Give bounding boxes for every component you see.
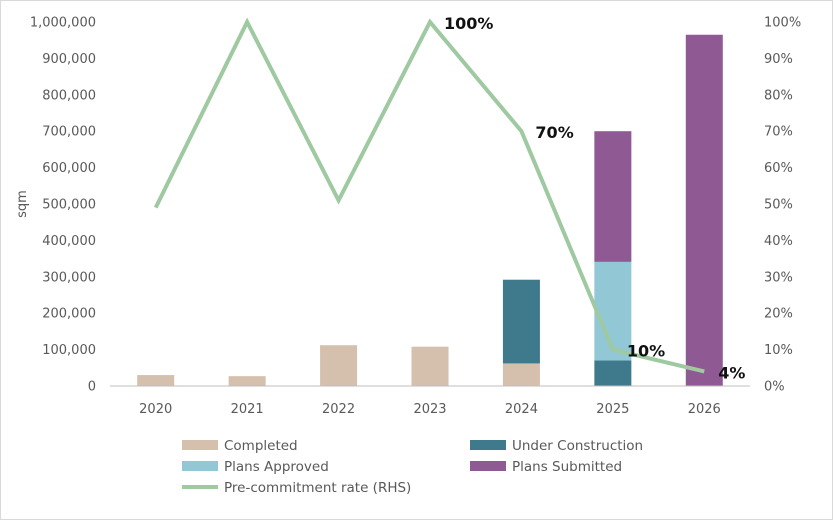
bar-segment (411, 346, 449, 386)
y-tick-label-left: 600,000 (42, 161, 96, 176)
y-tick-label-left: 700,000 (42, 125, 96, 140)
x-tick-label: 2022 (322, 402, 355, 417)
legend-swatch (470, 461, 506, 471)
y-tick-label-right: 40% (764, 234, 793, 249)
y-tick-label-left: 300,000 (42, 270, 96, 285)
data-label: 100% (444, 14, 493, 33)
data-label: 4% (718, 363, 745, 382)
y-axis-title: sqm (15, 190, 30, 218)
y-tick-label-right: 30% (764, 270, 793, 285)
y-tick-label-left: 400,000 (42, 234, 96, 249)
bar-segment (594, 261, 632, 361)
legend-label: Plans Approved (224, 459, 329, 475)
x-tick-label: 2024 (505, 402, 538, 417)
line-series-pre-commitment (153, 17, 705, 374)
bar-segment (594, 131, 632, 262)
y-tick-label-right: 60% (764, 161, 793, 176)
x-tick-label: 2021 (231, 402, 264, 417)
y-axis-right: 0% 10% 20% 30% 40% 50% 60% 70% 80% 90% 100% (764, 16, 801, 395)
x-tick-label: 2023 (413, 402, 446, 417)
y-tick-label-left: 900,000 (42, 52, 96, 67)
y-tick-label-left: 100,000 (42, 343, 96, 358)
y-tick-label-right: 70% (764, 125, 793, 140)
data-label: 10% (627, 342, 665, 361)
y-tick-label-right: 50% (764, 198, 793, 213)
x-tick-label: 2025 (596, 402, 629, 417)
data-label: 70% (535, 123, 573, 142)
x-axis: 2020 2021 2022 2023 2024 2025 2026 (139, 402, 721, 417)
legend-label: Plans Submitted (512, 459, 622, 475)
bars-group (137, 34, 723, 387)
y-tick-label-left: 800,000 (42, 88, 96, 103)
bar-segment (502, 279, 540, 364)
y-tick-label-left: 500,000 (42, 198, 96, 213)
y-tick-label-right: 20% (764, 307, 793, 322)
y-tick-label-right: 80% (764, 88, 793, 103)
legend-label: Under Construction (512, 438, 643, 454)
annotations: 100% 70% 10% 4% (444, 14, 745, 382)
x-tick-label: 2026 (688, 402, 721, 417)
y-tick-label-left: 200,000 (42, 307, 96, 322)
legend-swatch (182, 461, 218, 471)
y-tick-label-right: 10% (764, 343, 793, 358)
bar-segment (320, 345, 358, 386)
line-layer (153, 17, 705, 374)
legend-label: Pre-commitment rate (RHS) (224, 480, 411, 496)
bar-segment (594, 360, 632, 386)
y-tick-label-left: 1,000,000 (30, 16, 96, 31)
legend: Completed Under Construction Plans Approve… (182, 438, 643, 496)
legend-swatch (470, 440, 506, 450)
bar-segment (685, 34, 723, 387)
y-tick-label-right: 100% (764, 16, 801, 31)
y-axis-left: 0 100,000 200,000 300,000 400,000 500,000 600,… (30, 16, 96, 395)
y-tick-label-left: 0 (88, 380, 96, 395)
bar-segment (228, 376, 266, 386)
x-tick-label: 2020 (139, 402, 172, 417)
legend-label: Completed (224, 438, 298, 454)
bar-segment (502, 363, 540, 386)
bar-segment (137, 375, 175, 386)
y-tick-label-right: 0% (764, 380, 785, 395)
legend-swatch (182, 440, 218, 450)
y-tick-label-right: 90% (764, 52, 793, 67)
